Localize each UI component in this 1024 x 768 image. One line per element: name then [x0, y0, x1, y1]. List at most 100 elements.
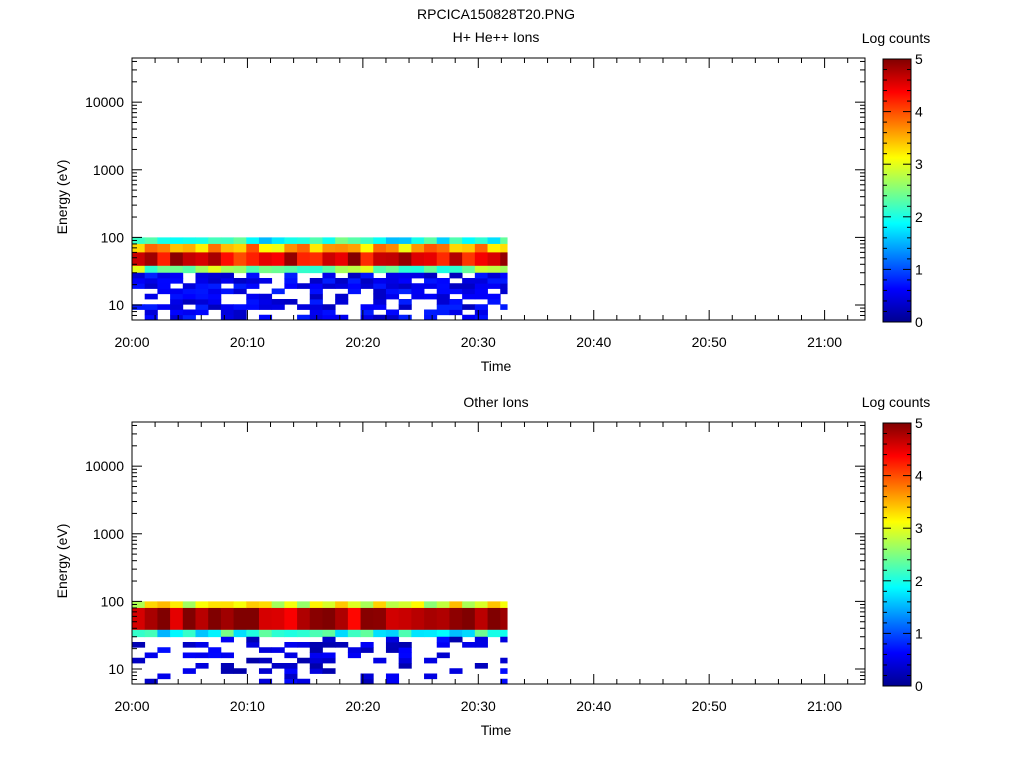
- heatmap-cell: [436, 304, 450, 310]
- heatmap-cell: [309, 647, 323, 653]
- heatmap-cell: [373, 293, 387, 300]
- x-tick-label: 20:20: [345, 698, 380, 714]
- heatmap-cell: [424, 265, 438, 274]
- heatmap-cell: [132, 237, 146, 245]
- heatmap-cell: [322, 641, 336, 648]
- colorbar-tick-label: 1: [915, 625, 923, 641]
- heatmap-cell: [360, 283, 374, 289]
- heatmap-cell: [258, 678, 273, 685]
- heatmap-cell: [157, 288, 171, 295]
- heatmap-cell: [411, 288, 425, 295]
- heatmap-cell: [195, 304, 209, 310]
- heatmap-cell: [385, 601, 400, 609]
- heatmap-cell: [449, 304, 463, 310]
- heatmap-cell: [398, 277, 412, 284]
- heatmap-cell: [360, 243, 374, 253]
- x-tick-label: 20:30: [461, 334, 496, 350]
- heatmap-cell: [474, 237, 488, 245]
- heatmap-cell: [424, 293, 438, 300]
- heatmap-cell: [385, 272, 400, 279]
- heatmap-cell: [144, 277, 158, 284]
- x-axis: 20:00 20:10 20:20 20:30 20:40 20:50 21:00: [114, 422, 849, 714]
- heatmap-cell: [170, 629, 184, 638]
- x-tick-label: 20:50: [692, 334, 727, 350]
- heatmap-cell: [398, 304, 412, 310]
- heatmap-cell: [347, 652, 361, 659]
- heatmap-cell: [284, 652, 298, 659]
- heatmap-cell: [398, 657, 412, 664]
- heatmap-cell: [436, 237, 450, 245]
- heatmap-cell: [233, 252, 247, 267]
- heatmap-cell: [195, 309, 209, 316]
- heatmap-cell: [284, 298, 298, 305]
- x-axis: 20:00 20:10 20:20 20:30 20:40 20:50 21:00: [114, 58, 849, 350]
- heatmap-cell: [436, 243, 450, 253]
- heatmap-cell: [322, 652, 336, 659]
- heatmap-cell: [208, 237, 222, 245]
- heatmap-cell: [297, 314, 311, 321]
- heatmap-cell: [246, 252, 260, 267]
- heatmap-cell: [157, 252, 171, 267]
- spectrogram-cells: [132, 237, 508, 321]
- heatmap-cell: [233, 277, 247, 284]
- heatmap-cell: [233, 314, 247, 321]
- heatmap-cell: [144, 652, 158, 659]
- heatmap-cell: [271, 252, 285, 267]
- y-tick-label: 10000: [85, 458, 124, 474]
- heatmap-cell: [411, 607, 425, 631]
- heatmap-cell: [182, 652, 196, 659]
- heatmap-cell: [436, 277, 450, 284]
- heatmap-cell: [322, 283, 336, 289]
- heatmap-cell: [398, 272, 412, 279]
- heatmap-cell: [157, 304, 171, 310]
- heatmap-cell: [398, 652, 412, 659]
- heatmap-cell: [398, 298, 412, 305]
- heatmap-cell: [208, 601, 222, 609]
- heatmap-cell: [157, 607, 171, 631]
- x-axis-label: Time: [481, 722, 512, 738]
- heatmap-cell: [195, 237, 209, 245]
- heatmap-cell: [144, 678, 158, 685]
- heatmap-cell: [309, 293, 323, 300]
- heatmap-cell: [284, 277, 298, 284]
- heatmap-cell: [385, 647, 400, 653]
- heatmap-cell: [182, 265, 196, 274]
- y-tick-label: 1000: [93, 526, 124, 542]
- heatmap-cell: [322, 252, 336, 267]
- heatmap-cell: [385, 678, 400, 685]
- heatmap-cell: [309, 629, 323, 638]
- heatmap-cell: [258, 647, 273, 653]
- y-axis: 10 100 1000 10000: [85, 424, 865, 685]
- heatmap-cell: [284, 668, 298, 674]
- x-tick-label: 20:00: [114, 334, 149, 350]
- heatmap-cell: [424, 673, 438, 680]
- heatmap-cell: [208, 298, 222, 305]
- heatmap-cell: [246, 629, 260, 638]
- x-tick-label: 20:00: [114, 698, 149, 714]
- heatmap-cell: [500, 237, 508, 245]
- heatmap-cell: [284, 673, 298, 680]
- heatmap-cell: [487, 272, 501, 279]
- heatmap-cell: [144, 309, 158, 316]
- heatmap-cell: [424, 629, 438, 638]
- heatmap-cell: [233, 288, 247, 295]
- heatmap-cell: [385, 252, 400, 267]
- heatmap-cell: [195, 607, 209, 631]
- heatmap-cell: [182, 314, 196, 321]
- heatmap-cell: [398, 265, 412, 274]
- heatmap-cell: [449, 629, 463, 638]
- heatmap-cell: [220, 662, 234, 669]
- heatmap-cell: [322, 309, 336, 316]
- heatmap-cell: [208, 283, 222, 289]
- heatmap-cell: [170, 298, 184, 305]
- heatmap-cell: [271, 601, 285, 609]
- heatmap-cell: [398, 601, 412, 609]
- heatmap-cell: [195, 272, 209, 279]
- heatmap-cell: [144, 265, 158, 274]
- heatmap-cell: [398, 288, 412, 295]
- heatmap-cell: [195, 641, 209, 648]
- heatmap-cell: [449, 283, 463, 289]
- heatmap-cell: [360, 252, 374, 267]
- heatmap-cell: [132, 252, 146, 267]
